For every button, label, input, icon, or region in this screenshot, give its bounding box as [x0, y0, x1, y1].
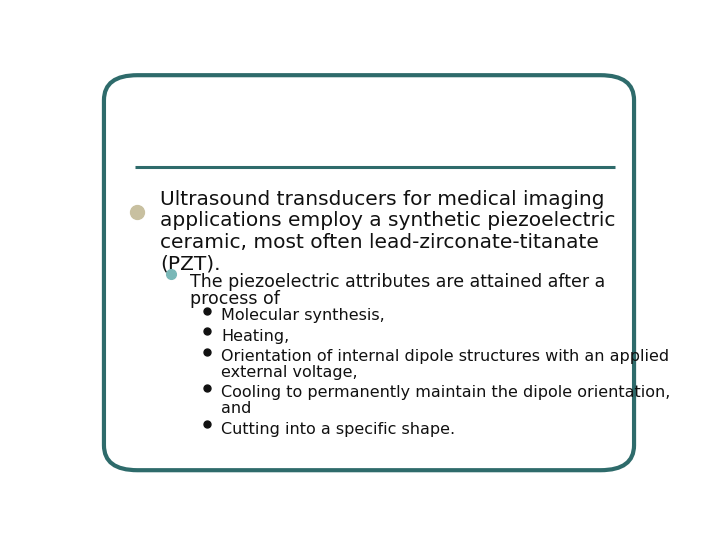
Text: external voltage,: external voltage,	[221, 365, 358, 380]
Text: and: and	[221, 401, 251, 416]
Text: Molecular synthesis,: Molecular synthesis,	[221, 308, 385, 323]
Text: (PZT).: (PZT).	[160, 254, 220, 273]
Text: Cooling to permanently maintain the dipole orientation,: Cooling to permanently maintain the dipo…	[221, 386, 670, 401]
Text: applications employ a synthetic piezoelectric: applications employ a synthetic piezoele…	[160, 211, 615, 230]
Text: Heating,: Heating,	[221, 328, 289, 343]
Text: The piezoelectric attributes are attained after a: The piezoelectric attributes are attaine…	[190, 273, 606, 291]
Text: Orientation of internal dipole structures with an applied: Orientation of internal dipole structure…	[221, 349, 670, 364]
Text: ceramic, most often lead-zirconate-titanate: ceramic, most often lead-zirconate-titan…	[160, 233, 598, 252]
Text: Ultrasound transducers for medical imaging: Ultrasound transducers for medical imagi…	[160, 190, 604, 208]
Text: process of: process of	[190, 290, 280, 308]
FancyBboxPatch shape	[104, 75, 634, 470]
Text: Cutting into a specific shape.: Cutting into a specific shape.	[221, 422, 455, 437]
